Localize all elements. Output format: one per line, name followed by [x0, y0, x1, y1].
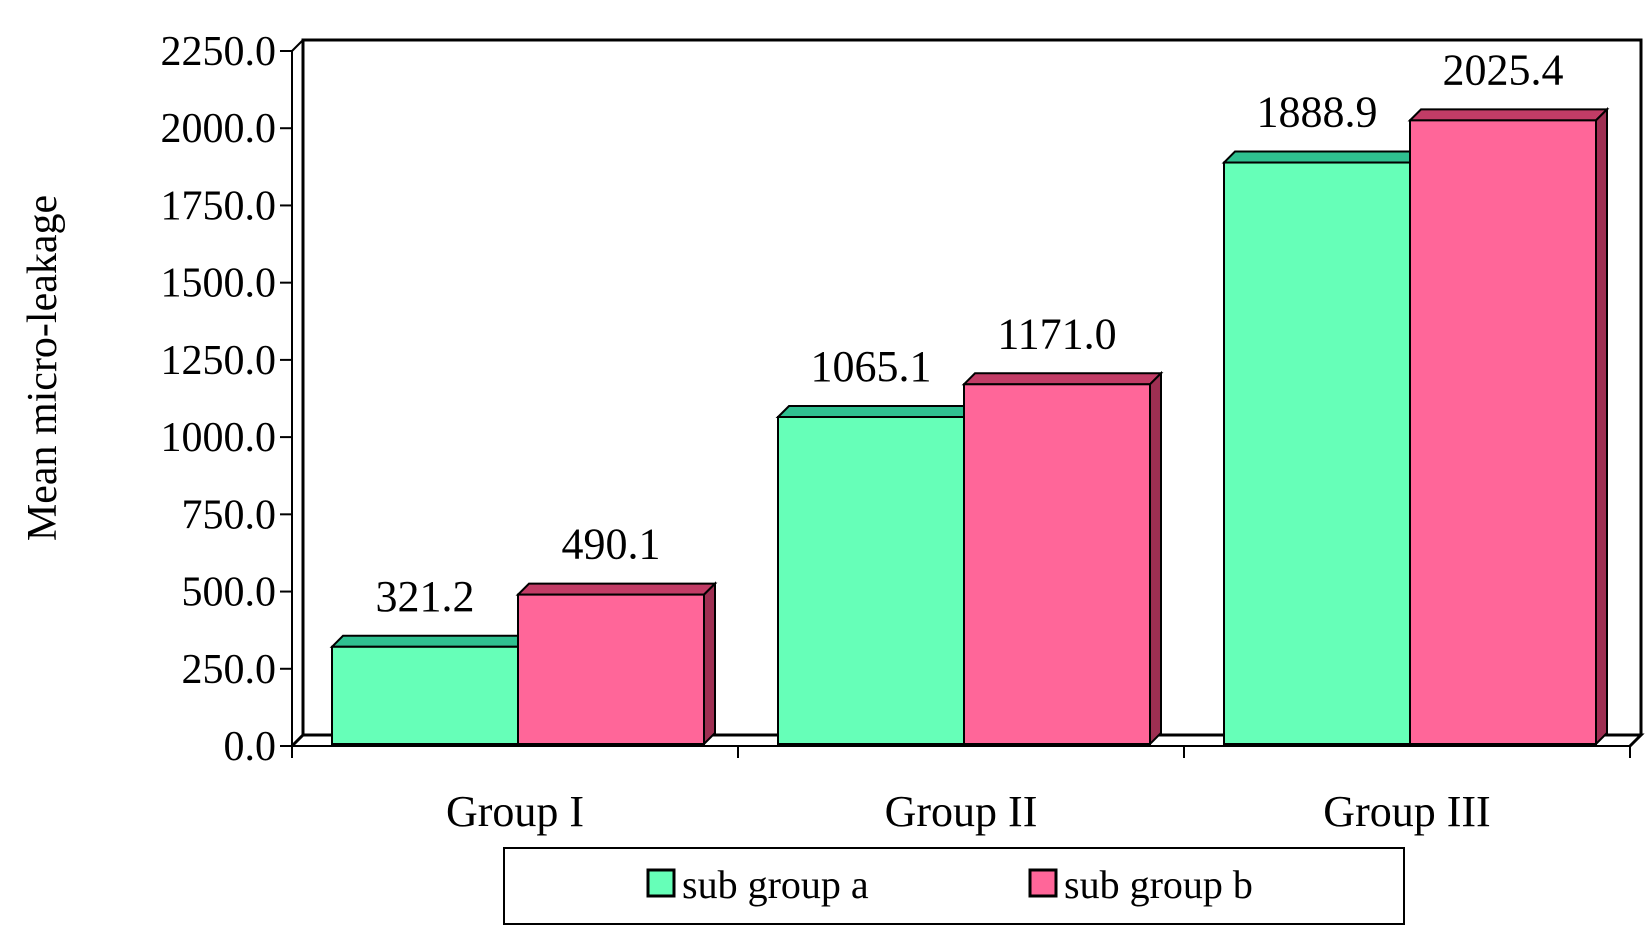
bar — [775, 403, 978, 747]
data-labels: 321.2 490.1 1065.1 1171.0 1888.9 2025.4 — [376, 45, 1564, 620]
bar — [1221, 149, 1424, 747]
bar-front — [1409, 119, 1597, 745]
x-tick-label: Group II — [885, 787, 1038, 836]
data-label: 1171.0 — [997, 309, 1116, 358]
bar-side — [1595, 106, 1608, 747]
x-axis: Group I Group II Group III — [291, 745, 1631, 836]
y-axis-title: Mean micro-leakage — [20, 195, 66, 541]
bar-top — [1407, 108, 1610, 122]
bar — [329, 633, 532, 747]
y-axis: 0.0 250.0 500.0 750.0 1000.0 1250.0 1500.0 1750… — [161, 29, 293, 770]
y-tick-label: 1750.0 — [161, 183, 277, 229]
bar-top — [1221, 150, 1424, 164]
bar-top — [329, 634, 532, 648]
y-tick-label: 0.0 — [224, 724, 277, 770]
bar — [1407, 106, 1610, 747]
y-tick-label: 1250.0 — [161, 338, 277, 384]
y-tick-label: 1000.0 — [161, 415, 277, 461]
x-tick-label: Group I — [446, 787, 584, 836]
y-tick-label: 500.0 — [182, 570, 277, 616]
bar-side — [1149, 370, 1162, 747]
y-tick-label: 750.0 — [182, 492, 277, 538]
data-label: 2025.4 — [1443, 45, 1564, 94]
data-label: 1065.1 — [811, 342, 932, 391]
data-label: 490.1 — [562, 520, 661, 569]
legend-swatch — [646, 868, 676, 898]
bar-top — [775, 405, 978, 419]
y-tick-label: 250.0 — [182, 647, 277, 693]
bar-front — [777, 416, 965, 745]
y-tick-label: 1500.0 — [161, 261, 277, 307]
data-label: 321.2 — [376, 572, 475, 621]
bar — [961, 370, 1164, 747]
bar-side — [703, 581, 716, 747]
legend-box — [503, 847, 1405, 925]
legend-swatch — [1028, 868, 1058, 898]
bar-top — [961, 372, 1164, 386]
bar-front — [331, 645, 519, 746]
data-label: 1888.9 — [1257, 88, 1378, 137]
wall-corner — [291, 39, 304, 52]
back-wall — [301, 38, 1643, 735]
legend-label: sub group a — [682, 862, 869, 907]
y-tick-label: 2000.0 — [161, 106, 277, 152]
bars — [329, 106, 1610, 747]
bar-front — [517, 593, 705, 745]
bar-top — [515, 582, 718, 596]
bar-front — [1223, 161, 1411, 745]
bar — [515, 581, 718, 747]
y-tick-label: 2250.0 — [161, 29, 277, 75]
legend-label: sub group b — [1064, 862, 1253, 907]
x-tick-label: Group III — [1323, 787, 1490, 836]
bar-front — [963, 383, 1151, 745]
legend: sub group a sub group b — [503, 847, 1405, 925]
